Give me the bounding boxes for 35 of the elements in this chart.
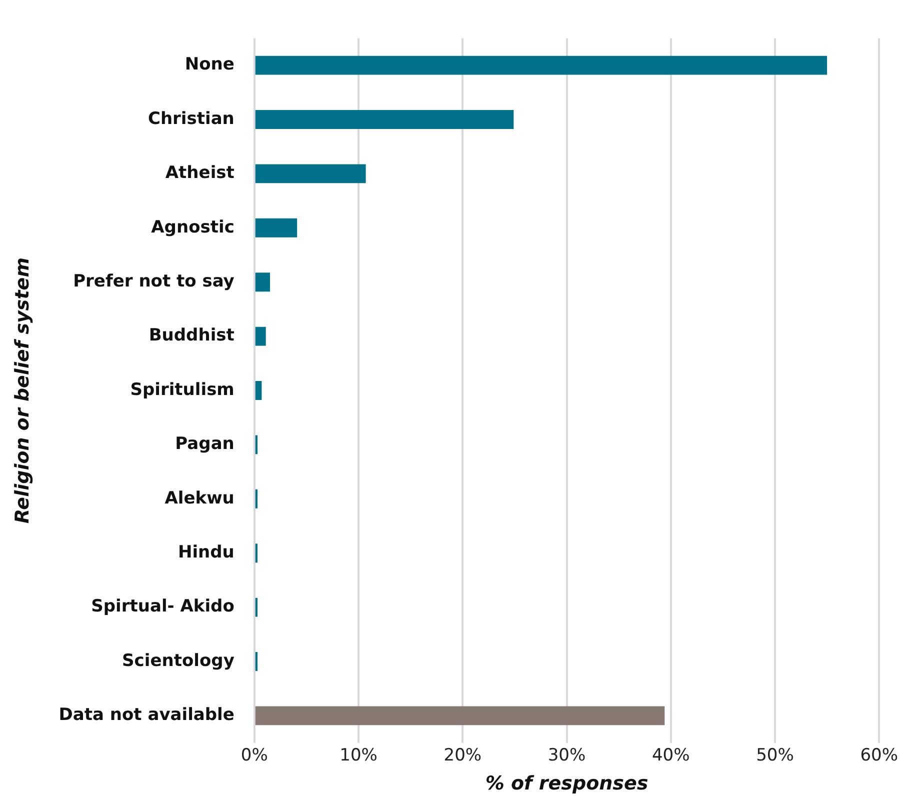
bar	[255, 598, 258, 617]
x-axis-title: % of responses	[485, 772, 648, 795]
bar	[255, 489, 258, 508]
bar	[255, 381, 262, 400]
bar	[255, 652, 258, 671]
y-tick-label: Buddhist	[148, 326, 234, 346]
x-tick-label: 10%	[340, 745, 378, 766]
y-axis-title: Religion or belief system	[11, 258, 34, 524]
bar	[255, 544, 258, 563]
x-tick-label: 60%	[860, 745, 898, 766]
bar	[255, 56, 828, 75]
x-tick-label: 30%	[548, 745, 586, 766]
bar	[255, 164, 366, 184]
y-tick-label: Prefer not to say	[73, 272, 234, 292]
y-tick-label: Alekwu	[164, 488, 234, 508]
y-tick-label: Christian	[148, 108, 234, 129]
bar	[255, 218, 298, 238]
y-tick-label: Scientology	[122, 650, 234, 671]
bar	[255, 110, 514, 129]
y-tick-label: Spirtual- Akido	[91, 596, 234, 617]
bar	[255, 272, 270, 292]
y-tick-label: Hindu	[178, 542, 234, 563]
x-tick-label: 0%	[240, 745, 268, 766]
y-tick-label: Spiritulism	[130, 380, 234, 400]
x-tick-label: 20%	[444, 745, 482, 766]
bar	[255, 435, 258, 454]
x-tick-label: 50%	[756, 745, 794, 766]
y-tick-label: Data not available	[58, 705, 234, 726]
y-tick-label: Atheist	[165, 163, 234, 184]
y-tick-label: None	[184, 54, 234, 75]
bar	[255, 326, 266, 346]
y-tick-label: Pagan	[175, 434, 234, 454]
x-tick-label: 40%	[652, 745, 690, 766]
bar	[255, 706, 665, 726]
y-tick-label: Agnostic	[151, 217, 234, 238]
